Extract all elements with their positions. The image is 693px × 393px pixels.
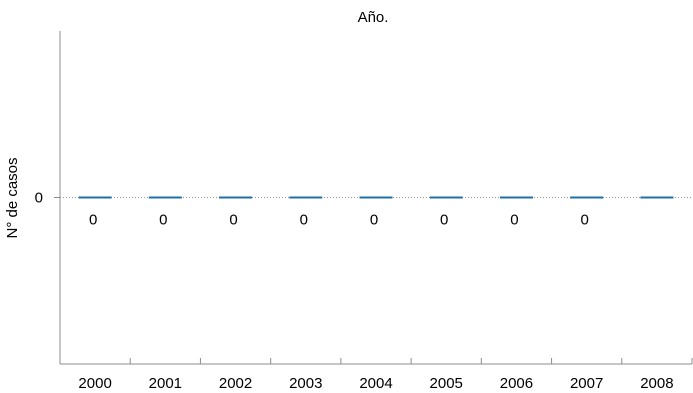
bar [359, 196, 393, 199]
x-axis-tick-label: 2001 [149, 375, 182, 392]
chart-title: Año. [358, 9, 389, 26]
x-axis-tick-label: 2003 [289, 375, 322, 392]
x-axis-tick-label: 2008 [640, 375, 673, 392]
data-label: 0 [300, 212, 308, 229]
x-axis-tick-label: 2002 [219, 375, 252, 392]
x-axis-tick-label: 2004 [359, 375, 392, 392]
bar [289, 196, 323, 199]
bar [499, 196, 533, 199]
y-axis-ticks: 0 [35, 190, 60, 207]
x-axis-tick-label: 2007 [570, 375, 603, 392]
bar [219, 196, 253, 199]
data-label: 0 [159, 212, 167, 229]
bars-group [78, 196, 674, 199]
data-label: 0 [89, 212, 97, 229]
bar [429, 196, 463, 199]
x-axis-tick-label: 2005 [430, 375, 463, 392]
data-labels-group: 0 0 0 0 0 0 0 0 [89, 212, 589, 229]
bar [640, 196, 674, 199]
data-label: 0 [510, 212, 518, 229]
x-axis-tick-label: 2000 [78, 375, 111, 392]
bar [78, 196, 112, 199]
bar [570, 196, 604, 199]
x-axis-ticks: 2000 2001 2002 2003 2004 2005 2006 2007 2008 [59, 358, 693, 392]
data-label: 0 [580, 212, 588, 229]
data-label: 0 [440, 212, 448, 229]
bar [148, 196, 182, 199]
x-axis-tick-label: 2006 [500, 375, 533, 392]
y-axis-title: N° de casos [4, 157, 21, 238]
data-label: 0 [370, 212, 378, 229]
y-axis-tick-label: 0 [35, 190, 43, 207]
data-label: 0 [229, 212, 237, 229]
